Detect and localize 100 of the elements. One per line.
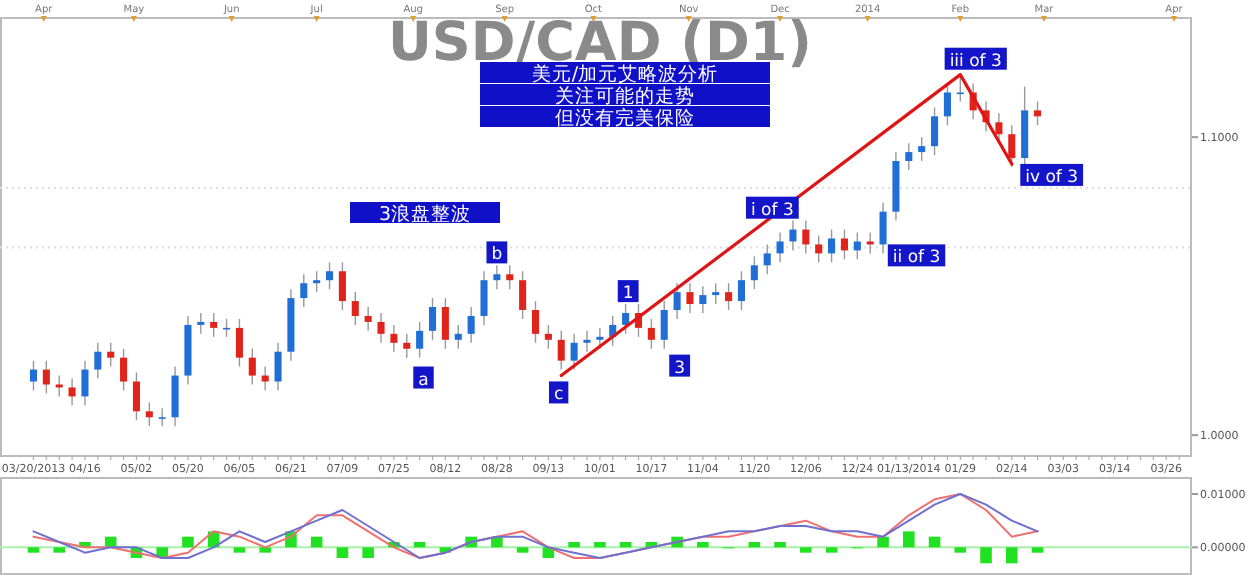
- candlestick: [493, 264, 501, 290]
- bar: [336, 547, 349, 558]
- candlestick: [454, 324, 462, 350]
- candlestick: [725, 282, 733, 311]
- candlestick: [763, 243, 771, 275]
- candlestick: [326, 261, 334, 290]
- annotation: 3: [674, 358, 686, 379]
- bar: [27, 547, 40, 553]
- bar: [774, 542, 786, 548]
- candlestick: [300, 273, 308, 308]
- candlestick: [905, 142, 913, 171]
- candlestick: [918, 136, 926, 162]
- candlestick: [802, 219, 810, 255]
- annotation: 3浪盘整波: [378, 202, 472, 226]
- bar: [233, 547, 246, 553]
- candlestick: [519, 270, 527, 320]
- candlestick: [699, 285, 707, 314]
- candlestick: [210, 312, 218, 338]
- bar: [1031, 547, 1044, 553]
- annotation: iii of 3: [949, 51, 1002, 72]
- candlestick: [171, 365, 179, 427]
- candlestick: [1008, 124, 1016, 168]
- bar: [362, 547, 374, 558]
- candlestick: [158, 407, 166, 427]
- candlestick: [390, 324, 398, 353]
- candlestick: [42, 359, 50, 395]
- candlestick: [416, 321, 424, 359]
- candlestick: [943, 82, 951, 126]
- candlestick: [879, 202, 887, 255]
- candlestick: [570, 333, 578, 371]
- candlestick: [660, 300, 668, 350]
- candlestick: [351, 291, 359, 326]
- annotation: ii of 3: [892, 248, 941, 269]
- candlestick: [480, 270, 488, 326]
- annotation: b: [491, 245, 503, 266]
- candlestick: [467, 306, 475, 344]
- annotation: i of 3: [750, 200, 794, 221]
- bar: [568, 542, 580, 548]
- candlestick: [248, 348, 256, 386]
- bar: [516, 547, 529, 553]
- annotation: iv of 3: [1025, 167, 1079, 188]
- bar: [53, 547, 66, 553]
- candlestick: [55, 374, 63, 398]
- bar: [259, 547, 271, 553]
- candlestick: [828, 228, 836, 264]
- candlestick: [750, 255, 758, 290]
- bar: [903, 531, 915, 548]
- candlestick: [853, 231, 861, 261]
- candlestick: [931, 106, 939, 156]
- candlestick: [673, 282, 681, 320]
- line-series: [32, 493, 1039, 559]
- bar: [825, 547, 838, 553]
- candlestick: [377, 312, 385, 344]
- annotation: 美元/加元艾略波分析: [531, 62, 719, 86]
- annotation: 1: [622, 284, 634, 305]
- candlestick: [81, 359, 89, 407]
- annotation: 但没有完美保险: [555, 106, 695, 130]
- bar: [1005, 547, 1018, 564]
- candlestick: [1021, 85, 1029, 168]
- candlestick: [531, 300, 540, 344]
- candlestick: [145, 401, 153, 427]
- candlestick: [1033, 100, 1042, 126]
- candlestick: [107, 342, 115, 368]
- candlestick: [737, 270, 745, 311]
- candlestick: [428, 297, 437, 341]
- candlestick: [338, 261, 346, 311]
- candlestick: [622, 303, 630, 335]
- candlestick: [313, 270, 321, 293]
- candlestick: [583, 330, 591, 353]
- candlestick: [29, 359, 38, 392]
- bar: [800, 547, 812, 553]
- candlestick: [789, 219, 797, 252]
- candlestick: [235, 318, 243, 368]
- candlestick: [815, 234, 823, 264]
- candlestick: [403, 333, 411, 359]
- candlestick: [441, 297, 449, 350]
- bar: [697, 542, 709, 548]
- candlestick: [866, 231, 874, 255]
- candlestick: [544, 324, 552, 350]
- candlestick: [364, 306, 372, 332]
- candlestick: [506, 264, 514, 290]
- candlestick: [274, 342, 282, 392]
- candlestick: [712, 282, 720, 305]
- candlestick: [647, 318, 655, 350]
- candlestick: [197, 312, 205, 335]
- candlestick: [94, 342, 102, 380]
- bar: [877, 536, 889, 548]
- candlestick: [596, 327, 604, 350]
- candlestick: [956, 73, 964, 103]
- bar: [954, 547, 967, 553]
- candlestick: [557, 330, 565, 371]
- annotation: c: [553, 385, 564, 406]
- bar: [594, 542, 606, 548]
- annotation: a: [418, 370, 429, 391]
- annotation: 关注可能的走势: [555, 84, 695, 108]
- candlestick: [776, 231, 784, 264]
- candlestick: [68, 377, 76, 407]
- candlestick: [120, 348, 128, 392]
- candlestick: [995, 112, 1003, 144]
- candlestick: [132, 371, 140, 421]
